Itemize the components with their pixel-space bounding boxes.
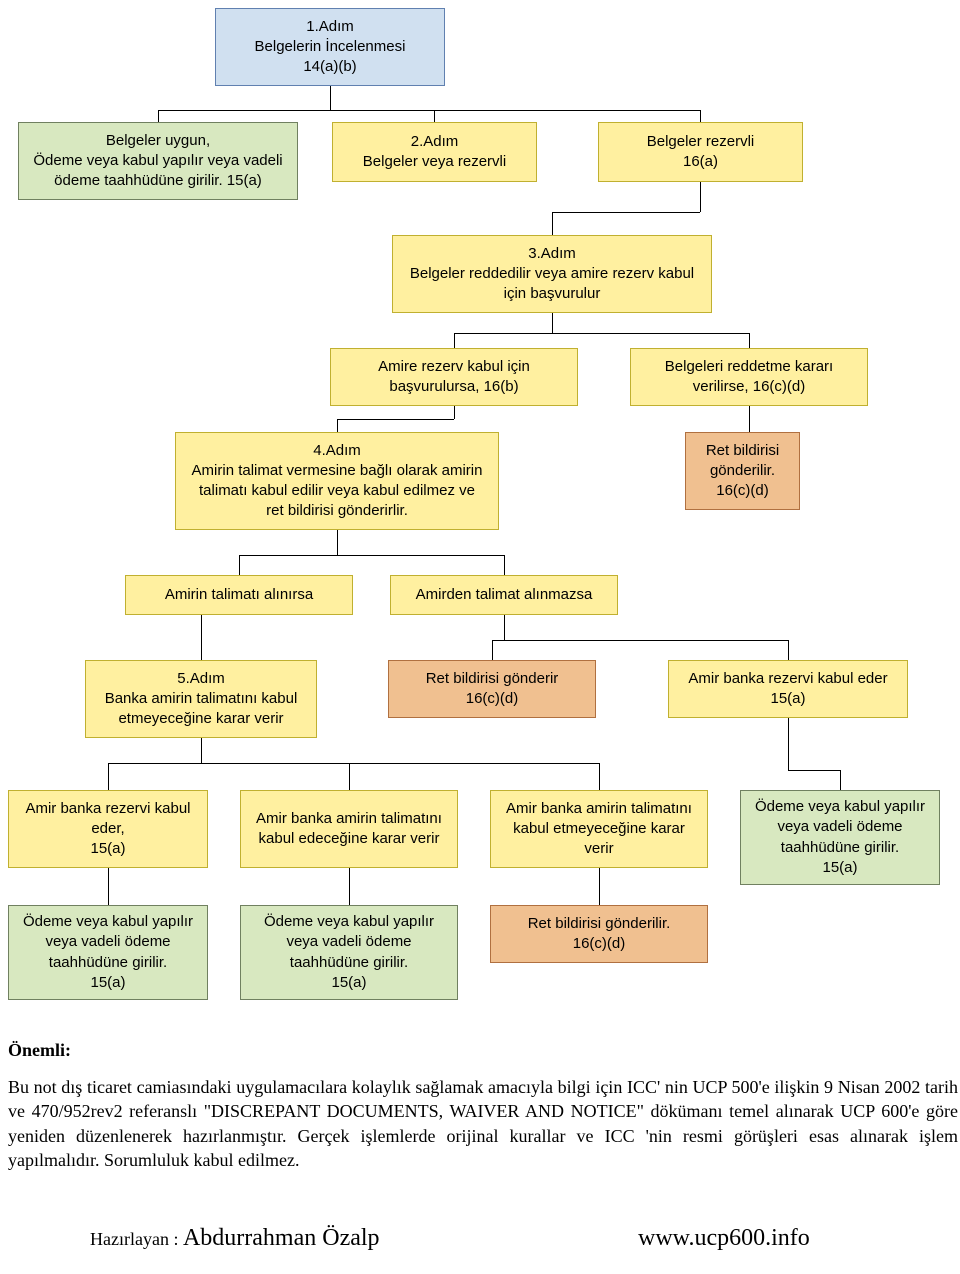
node-text: Ret bildirisi gönderilir.16(c)(d) [499, 914, 699, 955]
credit-label: Hazırlayan : [90, 1229, 183, 1249]
node-instruction-received: Amirin talimatı alınırsa [125, 575, 353, 615]
node-refuse-decision: Belgeleri reddetme kararıverilirse, 16(c… [630, 348, 868, 406]
connector [599, 868, 600, 905]
node-text: Amir banka rezervi kabuleder,15(a) [17, 799, 199, 860]
connector [700, 110, 701, 122]
node-payment-3: Ödeme veya kabul yapılırveya vadeli ödem… [240, 905, 458, 1000]
footer-heading: Önemli: [8, 1040, 71, 1061]
node-text: Belgeleri reddetme kararıverilirse, 16(c… [639, 357, 859, 398]
node-text: 4.AdımAmirin talimat vermesine bağlı ola… [184, 441, 490, 522]
connector [158, 110, 159, 122]
connector [749, 333, 750, 348]
node-refusal-sent: Ret bildirisi gönderir16(c)(d) [388, 660, 596, 718]
connector [552, 212, 553, 235]
node-text: Ödeme veya kabul yapılırveya vadeli ödem… [749, 797, 931, 878]
node-payment-1: Ödeme veya kabul yapılırveya vadeli ödem… [740, 790, 940, 885]
footer-credit: Hazırlayan : Abdurrahman Özalp [90, 1225, 380, 1252]
node-text: Amire rezerv kabul içinbaşvurulursa, 16(… [339, 357, 569, 398]
connector [840, 770, 841, 790]
connector [454, 406, 455, 419]
connector [239, 555, 504, 556]
node-text: 1.AdımBelgelerin İncelenmesi14(a)(b) [224, 17, 436, 78]
node-text: Belgeler rezervli16(a) [607, 132, 794, 173]
node-text: Amirden talimat alınmazsa [399, 585, 609, 605]
connector [349, 763, 350, 790]
node-text: Amirin talimatı alınırsa [134, 585, 344, 605]
node-text: Ret bildirisigönderilir.16(c)(d) [694, 441, 791, 502]
connector [454, 333, 455, 348]
node-refusal-notice-2: Ret bildirisi gönderilir.16(c)(d) [490, 905, 708, 963]
connector [788, 718, 789, 770]
connector [337, 419, 338, 432]
connector [504, 615, 505, 640]
footer-url: www.ucp600.info [638, 1225, 810, 1252]
node-text: Belgeler uygun,Ödeme veya kabul yapılır … [27, 131, 289, 192]
connector [239, 555, 240, 575]
connector [201, 738, 202, 763]
node-bank-will-not-accept: Amir banka amirin talimatınıkabul etmeye… [490, 790, 708, 868]
connector [492, 640, 493, 660]
node-docs-discrepant: Belgeler rezervli16(a) [598, 122, 803, 182]
node-text: Ödeme veya kabul yapılırveya vadeli ödem… [17, 912, 199, 993]
node-bank-accepts-waiver-2: Amir banka rezervi kabuleder,15(a) [8, 790, 208, 868]
connector [158, 110, 700, 111]
footer-paragraph: Bu not dış ticaret camiasındaki uygulama… [8, 1075, 958, 1172]
node-docs-ok: Belgeler uygun,Ödeme veya kabul yapılır … [18, 122, 298, 200]
connector [504, 555, 505, 575]
node-text: Amir banka amirin talimatınıkabul etmeye… [499, 799, 699, 860]
connector [552, 313, 553, 333]
connector [492, 640, 788, 641]
connector [454, 333, 749, 334]
node-step1: 1.AdımBelgelerin İncelenmesi14(a)(b) [215, 8, 445, 86]
connector [552, 212, 700, 213]
node-text: Amir banka amirin talimatınıkabul edeceğ… [249, 809, 449, 850]
node-text: Ret bildirisi gönderir16(c)(d) [397, 669, 587, 710]
node-text: 3.AdımBelgeler reddedilir veya amire rez… [401, 244, 703, 305]
node-refusal-notice-1: Ret bildirisigönderilir.16(c)(d) [685, 432, 800, 510]
connector [108, 763, 599, 764]
connector [434, 110, 435, 122]
node-text: Amir banka rezervi kabul eder15(a) [677, 669, 899, 710]
node-step2: 2.AdımBelgeler veya rezervli [332, 122, 537, 182]
connector [337, 419, 454, 420]
connector [330, 86, 331, 110]
connector [108, 763, 109, 790]
node-text: 5.AdımBanka amirin talimatını kabuletmey… [94, 669, 308, 730]
node-bank-accepts-waiver: Amir banka rezervi kabul eder15(a) [668, 660, 908, 718]
connector [337, 530, 338, 555]
connector [788, 770, 840, 771]
connector [749, 406, 750, 432]
connector [201, 615, 202, 660]
connector [108, 868, 109, 905]
connector [349, 868, 350, 905]
node-step4: 4.AdımAmirin talimat vermesine bağlı ola… [175, 432, 499, 530]
node-step3: 3.AdımBelgeler reddedilir veya amire rez… [392, 235, 712, 313]
node-instruction-not-received: Amirden talimat alınmazsa [390, 575, 618, 615]
node-text: Ödeme veya kabul yapılırveya vadeli ödem… [249, 912, 449, 993]
node-payment-2: Ödeme veya kabul yapılırveya vadeli ödem… [8, 905, 208, 1000]
node-text: 2.AdımBelgeler veya rezervli [341, 132, 528, 173]
connector [788, 640, 789, 660]
author-name: Abdurrahman Özalp [183, 1225, 380, 1251]
node-applicant-waiver: Amire rezerv kabul içinbaşvurulursa, 16(… [330, 348, 578, 406]
node-bank-will-accept: Amir banka amirin talimatınıkabul edeceğ… [240, 790, 458, 868]
node-step5: 5.AdımBanka amirin talimatını kabuletmey… [85, 660, 317, 738]
connector [599, 763, 600, 790]
connector [700, 182, 701, 212]
